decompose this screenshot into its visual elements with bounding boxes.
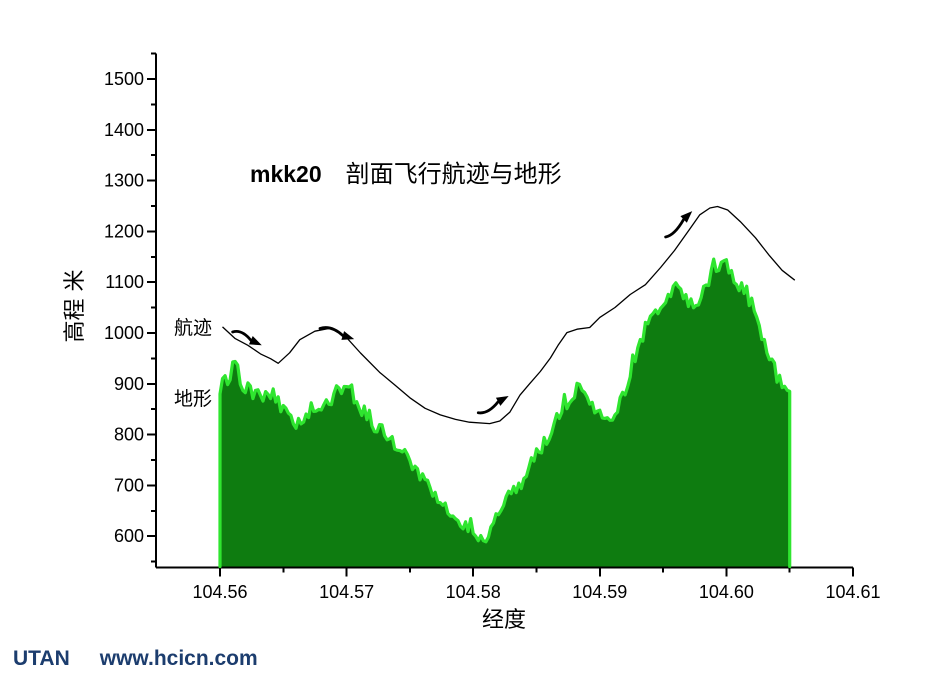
chart-title: mkk20 剖面飞行航迹与地形 [250, 154, 562, 189]
axes [155, 53, 853, 569]
x-ticks: 104.56 104.57 104.58 104.59 104.60 104.61 [192, 567, 881, 602]
y-tick-label: 700 [114, 475, 144, 495]
terrain-edge [218, 257, 792, 569]
chart-title-text: 剖面飞行航迹与地形 [345, 160, 562, 188]
arrow-head-icon [495, 395, 509, 406]
y-tick-label: 1000 [104, 323, 144, 343]
y-tick-label: 1400 [104, 120, 144, 140]
watermark: UTAN www.hcicn.com [13, 647, 258, 671]
arrow-tail [476, 400, 500, 415]
arrow-head-icon [341, 331, 355, 340]
y-tick-label: 1100 [105, 272, 144, 292]
terrain-area [220, 259, 790, 567]
y-tick-label: 1300 [104, 171, 144, 191]
arrow-head-icon [680, 211, 693, 223]
x-tick-label: 104.56 [192, 582, 247, 602]
watermark-site: www.hcicn.com [99, 647, 258, 670]
x-tick-label: 104.60 [699, 582, 754, 602]
y-ticks: 600 700 800 900 1000 1100 1200 1300 1400 1500 [104, 52, 156, 563]
x-tick-label: 104.57 [319, 582, 374, 602]
y-axis-title: 高程 米 [63, 269, 88, 343]
y-tick-label: 1200 [104, 221, 144, 241]
y-tick-label: 900 [114, 374, 144, 394]
track-series-label: 航迹 [174, 317, 213, 339]
x-axis-title: 经度 [481, 608, 526, 633]
arrow-tail [231, 330, 253, 342]
watermark-brand: UTAN [13, 647, 70, 670]
terrain-series-label: 地形 [174, 388, 213, 410]
y-tick-label: 1500 [104, 69, 144, 89]
arrow-head-icon [248, 336, 262, 346]
arrow-tail [664, 218, 686, 239]
y-tick-label: 800 [114, 425, 144, 445]
y-tick-label: 600 [114, 526, 144, 546]
x-tick-label: 104.59 [572, 582, 627, 602]
x-tick-label: 104.58 [446, 582, 501, 602]
chart-title-prefix: mkk20 [250, 161, 322, 187]
track-arrows [231, 211, 693, 415]
arrow-tail [318, 326, 345, 337]
flight-track-line [222, 205, 796, 425]
x-tick-label: 104.61 [825, 582, 880, 602]
